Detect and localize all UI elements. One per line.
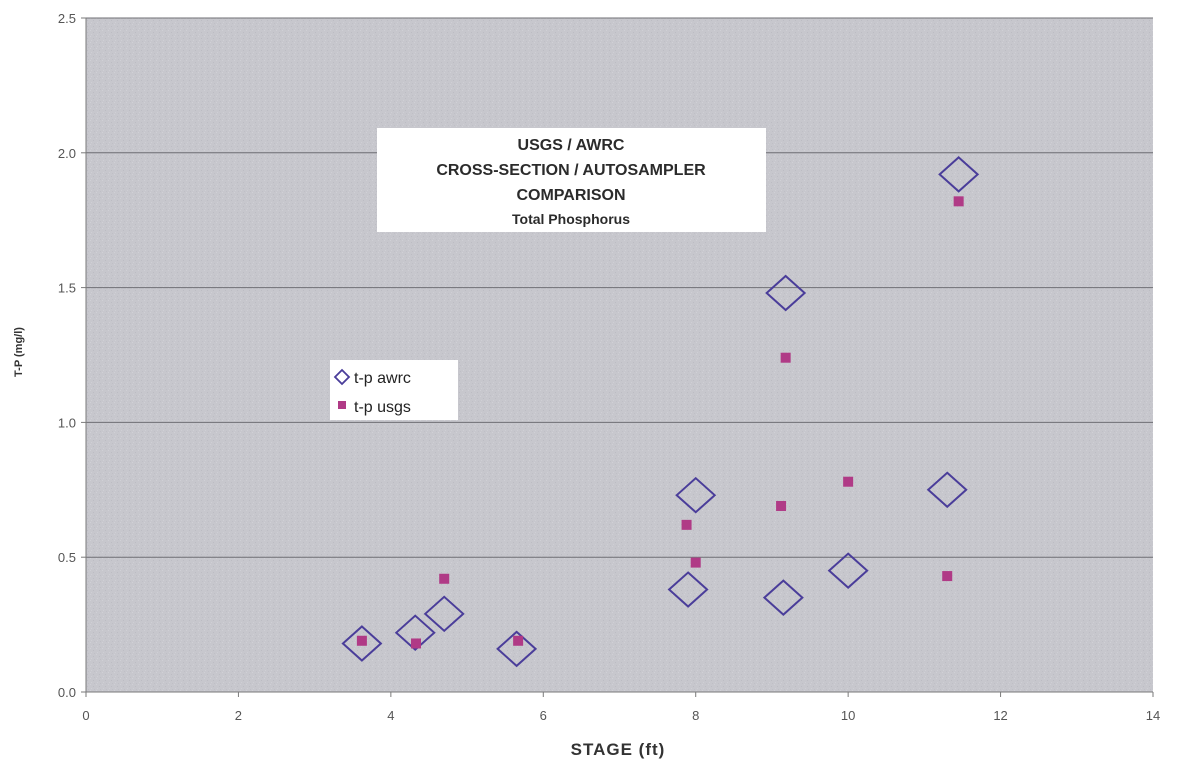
x-tick-label: 12 <box>993 708 1007 723</box>
data-point-usgs <box>411 638 422 649</box>
series-awrc <box>341 156 980 668</box>
chart-title-line-1: USGS / AWRC <box>518 137 625 154</box>
y-tick-label: 1.0 <box>58 415 76 430</box>
data-point-awrc <box>667 571 709 608</box>
data-point-usgs <box>843 476 854 487</box>
chart-title-line-2: CROSS-SECTION / AUTOSAMPLER <box>436 162 706 179</box>
y-tick-label: 1.5 <box>58 281 76 296</box>
data-point-usgs <box>356 635 367 646</box>
y-tick-labels: 0.0 0.5 1.0 1.5 2.0 2.5 <box>58 11 76 700</box>
x-tick-label: 8 <box>692 708 699 723</box>
legend-label-awrc: t-p awrc <box>354 370 411 387</box>
y-tick-label: 0.0 <box>58 685 76 700</box>
data-point-usgs <box>953 196 964 207</box>
x-axis-title: STAGE (ft) <box>571 740 666 759</box>
data-point-awrc <box>423 595 465 633</box>
chart-title-line-3: COMPARISON <box>516 187 625 204</box>
plot-area <box>86 18 1153 692</box>
legend-label-usgs: t-p usgs <box>354 399 411 416</box>
legend: t-p awrc t-p usgs <box>330 360 458 420</box>
data-point-awrc <box>675 476 717 514</box>
data-point-usgs <box>780 352 791 363</box>
y-tick-label: 2.0 <box>58 146 76 161</box>
y-axis-title: T-P (mg/l) <box>13 327 25 377</box>
x-tick-label: 10 <box>841 708 855 723</box>
x-tick-label: 2 <box>235 708 242 723</box>
x-tick-label: 4 <box>387 708 394 723</box>
data-point-awrc <box>496 630 538 668</box>
x-tick-label: 14 <box>1146 708 1160 723</box>
data-point-awrc <box>938 156 980 193</box>
y-tick-label: 0.5 <box>58 550 76 565</box>
data-point-usgs <box>439 573 450 584</box>
data-point-usgs <box>513 635 524 646</box>
data-point-awrc <box>341 625 383 662</box>
legend-marker-usgs <box>338 401 346 409</box>
data-point-usgs <box>690 557 701 568</box>
x-tick-labels: 0 2 4 6 8 10 12 14 <box>82 708 1160 723</box>
data-point-usgs <box>942 571 953 582</box>
axes <box>81 17 1154 697</box>
x-tick-label: 0 <box>82 708 89 723</box>
chart-title-line-4: Total Phosphorus <box>512 211 630 227</box>
data-point-usgs <box>776 500 787 511</box>
data-point-awrc <box>762 579 804 616</box>
x-tick-label: 6 <box>540 708 547 723</box>
data-point-awrc <box>394 614 436 652</box>
series-usgs <box>356 196 964 649</box>
data-point-awrc <box>926 471 968 509</box>
legend-marker-awrc <box>333 368 351 386</box>
data-point-awrc <box>765 274 807 312</box>
gridlines <box>86 17 1153 558</box>
chart-title-box: USGS / AWRC CROSS-SECTION / AUTOSAMPLER … <box>377 128 766 232</box>
y-tick-label: 2.5 <box>58 11 76 26</box>
data-point-awrc <box>827 552 869 590</box>
data-point-usgs <box>681 519 692 530</box>
